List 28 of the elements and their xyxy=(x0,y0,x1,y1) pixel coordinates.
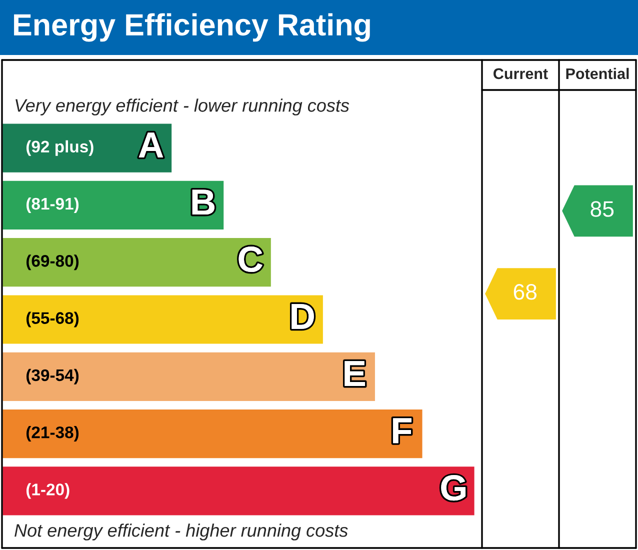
text: Very energy efficient - lower running costs xyxy=(16,98,350,116)
text: Current xyxy=(494,68,548,80)
annotation: (1-20) xyxy=(26,483,70,499)
y-tick-label: C xyxy=(238,246,262,272)
bar xyxy=(2,122,173,174)
text: Not energy efficient - higher running costs xyxy=(14,524,348,540)
y-tick-label: F xyxy=(393,418,412,444)
annotation: (69-80) xyxy=(26,254,79,270)
bar xyxy=(2,350,376,402)
bar xyxy=(2,465,476,517)
annotation: (92 plus) xyxy=(26,140,94,156)
bar xyxy=(2,236,272,288)
text: Potential xyxy=(566,68,629,80)
annotation: (81-91) xyxy=(26,197,79,213)
annotation: (39-54) xyxy=(26,368,79,384)
text: 85 xyxy=(590,201,614,217)
text: 68 xyxy=(514,284,537,300)
bar xyxy=(2,408,424,460)
y-tick-label: D xyxy=(292,304,314,329)
annotation: (55-68) xyxy=(26,312,79,328)
bar xyxy=(2,180,226,231)
annotation: (21-38) xyxy=(26,426,79,442)
bar xyxy=(2,294,324,346)
y-tick-label: E xyxy=(344,361,366,386)
y-tick-label: G xyxy=(441,475,466,501)
chart-title: Energy Efficiency Rating xyxy=(14,13,370,42)
y-tick-label: A xyxy=(138,132,164,158)
y-tick-label: B xyxy=(192,190,214,215)
